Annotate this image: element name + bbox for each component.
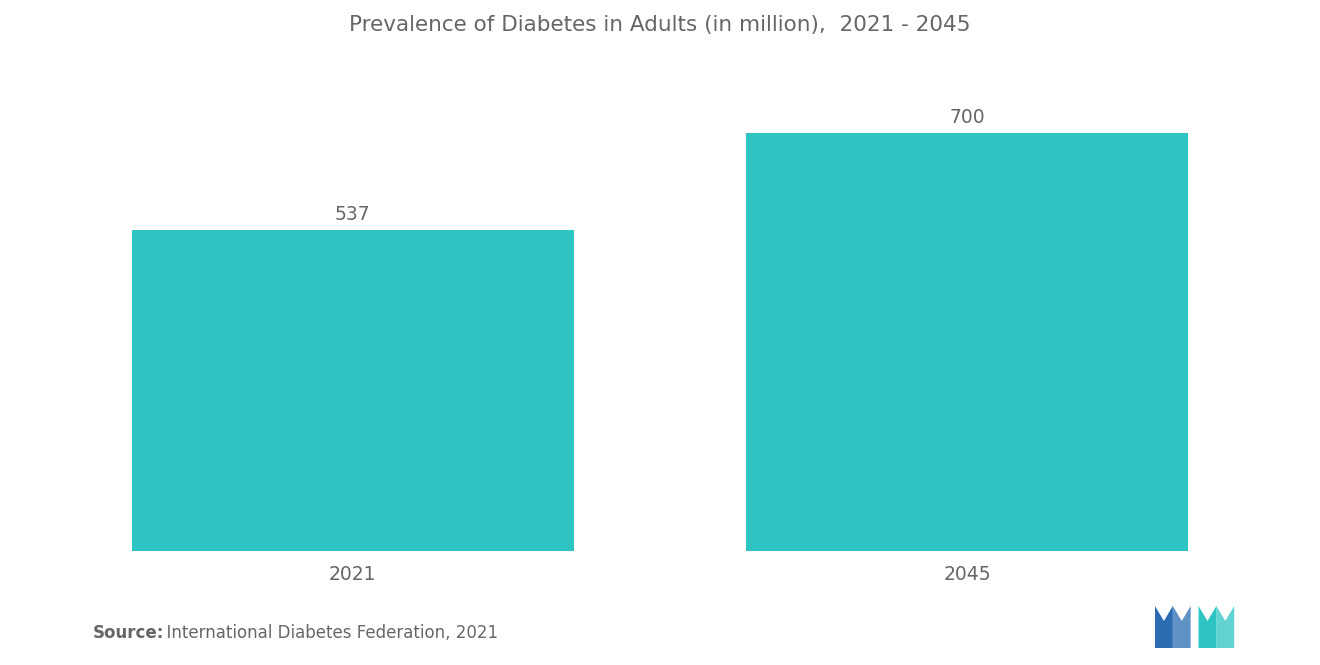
Text: Source:: Source: xyxy=(92,624,164,642)
Bar xyxy=(132,230,574,551)
Polygon shape xyxy=(1199,606,1217,648)
Text: 700: 700 xyxy=(949,108,985,127)
Text: 537: 537 xyxy=(335,205,371,224)
Bar xyxy=(746,133,1188,551)
Text: International Diabetes Federation, 2021: International Diabetes Federation, 2021 xyxy=(156,624,498,642)
Polygon shape xyxy=(1217,606,1234,648)
Polygon shape xyxy=(1155,606,1172,648)
Title: Prevalence of Diabetes in Adults (in million),  2021 - 2045: Prevalence of Diabetes in Adults (in mil… xyxy=(350,15,970,35)
Polygon shape xyxy=(1172,606,1191,648)
